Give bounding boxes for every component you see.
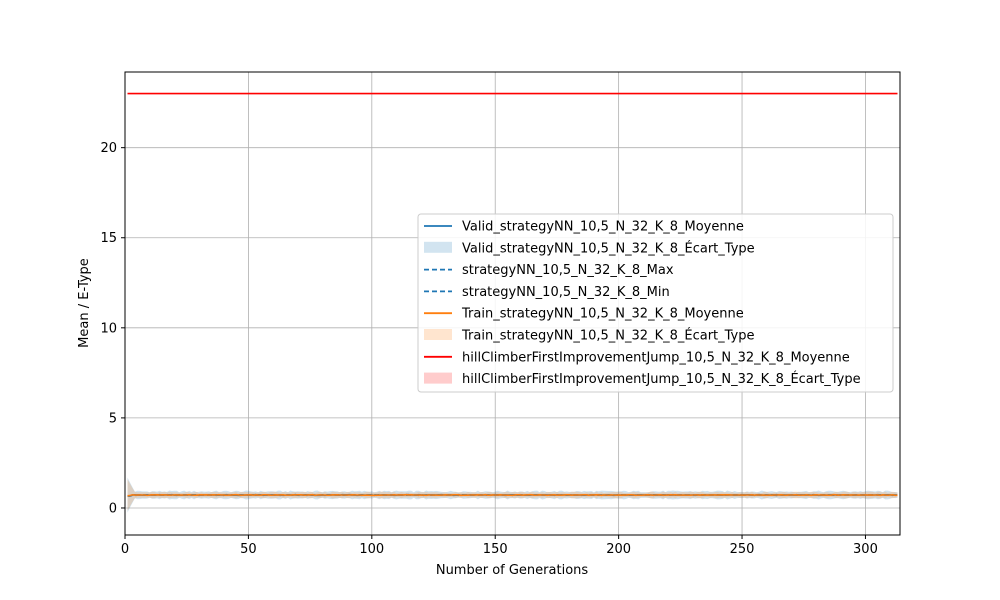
y-tick-label: 0	[109, 501, 117, 516]
x-tick-label: 100	[359, 542, 384, 557]
legend-label: strategyNN_10,5_N_32_K_8_Min	[462, 285, 670, 300]
legend-swatch	[424, 241, 452, 253]
y-tick-label: 10	[100, 321, 117, 336]
y-tick-label: 15	[100, 231, 117, 246]
x-tick-label: 250	[730, 542, 755, 557]
axes: 0 50 100 150 200 250 300 0 5 10 15 20	[100, 71, 901, 557]
legend: Valid_strategyNN_10,5_N_32_K_8_Moyenne Va…	[417, 213, 894, 393]
legend-label: Valid_strategyNN_10,5_N_32_K_8_Écart_Typ…	[462, 240, 755, 256]
legend-swatch	[424, 329, 452, 340]
legend-label: strategyNN_10,5_N_32_K_8_Max	[462, 263, 674, 278]
x-tick-label: 200	[606, 542, 631, 557]
legend-label: Train_strategyNN_10,5_N_32_K_8_Écart_Typ…	[461, 328, 755, 344]
x-tick-label: 0	[121, 542, 129, 557]
legend-label: Valid_strategyNN_10,5_N_32_K_8_Moyenne	[462, 220, 744, 235]
legend-label: Train_strategyNN_10,5_N_32_K_8_Moyenne	[461, 307, 744, 322]
legend-label: hillClimberFirstImprovementJump_10,5_N_3…	[462, 371, 861, 387]
y-tick-label: 5	[109, 411, 117, 426]
legend-label: hillClimberFirstImprovementJump_10,5_N_3…	[462, 350, 850, 365]
y-axis-label: Mean / E-Type	[77, 258, 92, 348]
x-tick-label: 300	[853, 542, 878, 557]
y-tick-label: 20	[100, 141, 117, 156]
x-tick-label: 50	[240, 542, 257, 557]
series-line	[127, 493, 898, 497]
x-tick-label: 150	[483, 542, 508, 557]
legend-frame	[417, 213, 894, 393]
x-axis-label: Number of Generations	[436, 563, 589, 578]
legend-swatch	[424, 372, 452, 384]
axes-frame	[124, 71, 901, 536]
